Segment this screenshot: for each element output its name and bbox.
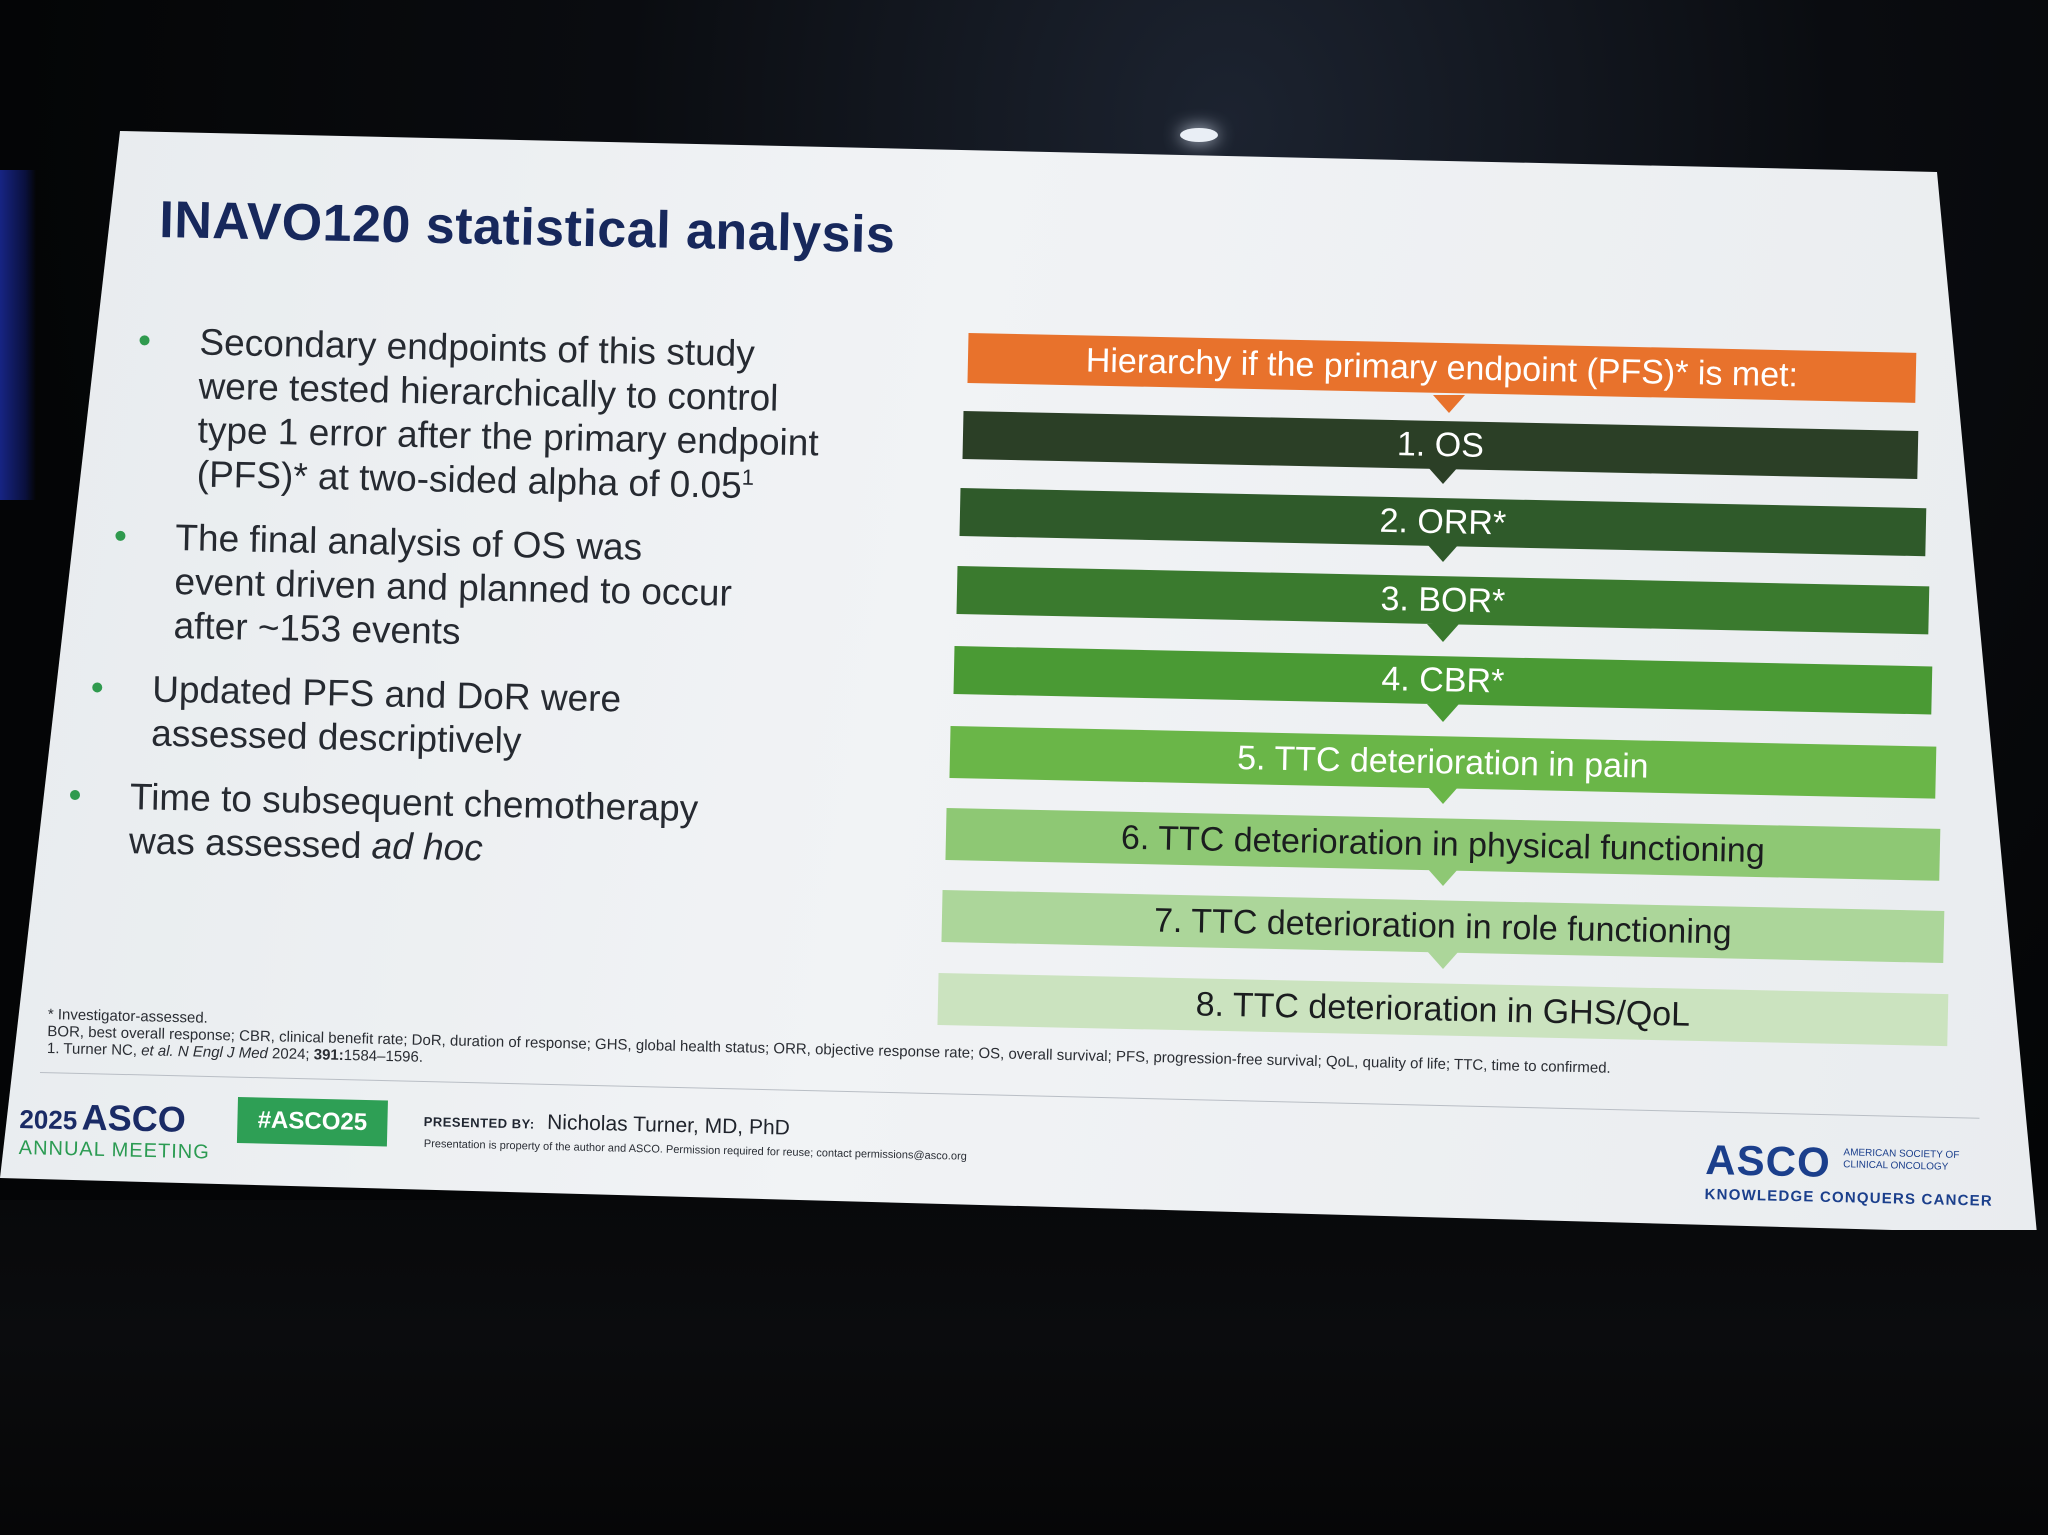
meeting-year: 2025 [19, 1103, 78, 1136]
stage-floor [0, 1200, 2048, 1535]
hierarchy-arrow [1427, 704, 1459, 722]
hashtag-badge: #ASCO25 [236, 1097, 388, 1147]
asco-logo-text: ASCO [1704, 1136, 1832, 1186]
stage-spotlight [1180, 128, 1218, 142]
hierarchy-arrow [1427, 868, 1459, 886]
presenter-name: Nicholas Turner, MD, PhD [546, 1110, 791, 1140]
copyright-notice: Presentation is property of the author a… [423, 1138, 967, 1163]
hierarchy-arrow [1427, 951, 1459, 969]
hierarchy-arrow [1427, 466, 1459, 484]
asco-logo: ASCO AMERICAN SOCIETY OF CLINICAL ONCOLOG… [1704, 1136, 1994, 1210]
asco-annual-meeting-logo: 2025 ASCO ANNUAL MEETING [18, 1095, 211, 1164]
presented-by-label: PRESENTED BY: [423, 1113, 535, 1132]
meeting-subtitle: ANNUAL MEETING [18, 1136, 211, 1164]
presenter-info: PRESENTED BY: Nicholas Turner, MD, PhD [423, 1108, 791, 1141]
hierarchy-arrow [1427, 624, 1459, 642]
hierarchy-arrow [1427, 786, 1459, 804]
meeting-name: ASCO [81, 1096, 187, 1140]
hierarchy-arrow [1427, 544, 1459, 562]
asco-org-name: AMERICAN SOCIETY OF CLINICAL ONCOLOGY [1843, 1147, 1960, 1173]
hierarchy-arrow [1432, 395, 1465, 413]
stage-side-light [0, 170, 36, 500]
asco-tagline: KNOWLEDGE CONQUERS CANCER [1704, 1185, 1994, 1210]
